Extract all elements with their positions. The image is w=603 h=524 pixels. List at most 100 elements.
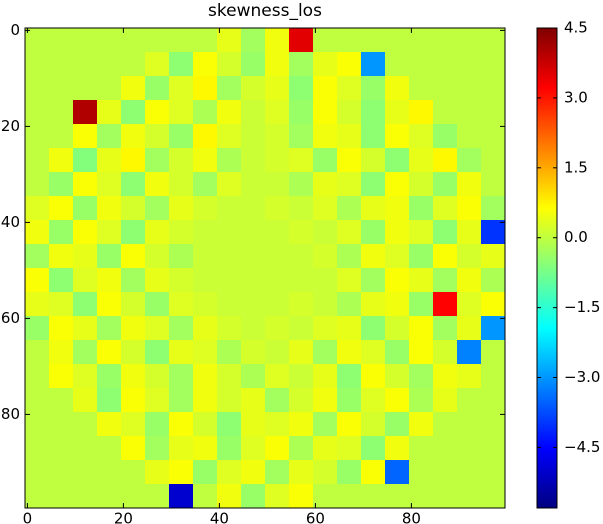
heatmap-cell	[265, 412, 290, 437]
heatmap-cell	[217, 316, 242, 341]
heatmap-cell	[73, 172, 98, 197]
colorbar	[536, 27, 558, 509]
colorbar-tick-label: 0.0	[564, 228, 588, 246]
heatmap-cell	[25, 220, 50, 245]
heatmap-cell	[433, 76, 458, 101]
heatmap-cell	[265, 76, 290, 101]
heatmap-cell	[241, 388, 266, 413]
heatmap-cell	[25, 124, 50, 149]
heatmap-cell	[145, 220, 170, 245]
heatmap-cell	[361, 340, 386, 365]
heatmap-cell	[169, 316, 194, 341]
heatmap-cell	[481, 244, 505, 269]
heatmap-cell	[169, 52, 194, 77]
heatmap-cell	[385, 52, 410, 77]
heatmap-cell	[217, 484, 242, 508]
heatmap-cell	[433, 124, 458, 149]
heatmap-cell	[433, 172, 458, 197]
heatmap-cell	[49, 172, 74, 197]
heatmap-cell	[145, 28, 170, 53]
heatmap-cell	[25, 484, 50, 508]
y-tick-label: 80	[1, 405, 20, 423]
heatmap-cell	[49, 316, 74, 341]
heatmap-cell	[481, 484, 505, 508]
heatmap-cell	[433, 28, 458, 53]
heatmap-cell	[25, 148, 50, 173]
heatmap-cell	[49, 52, 74, 77]
heatmap-cell	[265, 196, 290, 221]
heatmap-cell	[289, 364, 314, 389]
heatmap-cell	[289, 340, 314, 365]
heatmap-cell	[409, 100, 434, 125]
heatmap-cell	[25, 76, 50, 101]
heatmap-cell	[289, 484, 314, 508]
heatmap-cell	[289, 292, 314, 317]
heatmap-cell	[337, 52, 362, 77]
heatmap-cell	[385, 436, 410, 461]
heatmap-cell	[289, 220, 314, 245]
heatmap-cell	[121, 244, 146, 269]
heatmap-cell	[217, 28, 242, 53]
heatmap-cell	[73, 460, 98, 485]
heatmap-cell	[145, 172, 170, 197]
heatmap-cell	[457, 292, 482, 317]
heatmap-cell	[313, 244, 338, 269]
heatmap-cell	[145, 268, 170, 293]
heatmap-cell	[289, 100, 314, 125]
heatmap-cell	[265, 388, 290, 413]
y-tick-label: 60	[1, 309, 20, 327]
heatmap-cell	[97, 388, 122, 413]
heatmap-cell	[121, 364, 146, 389]
heatmap-cell	[169, 340, 194, 365]
heatmap-cell	[385, 460, 410, 485]
heatmap-cell	[241, 100, 266, 125]
heatmap-cell	[385, 124, 410, 149]
heatmap-cell	[217, 196, 242, 221]
heatmap-cell	[217, 292, 242, 317]
heatmap-cell	[361, 100, 386, 125]
heatmap-cell	[313, 76, 338, 101]
heatmap-cell	[145, 484, 170, 508]
heatmap-cell	[337, 28, 362, 53]
heatmap-cell	[313, 196, 338, 221]
heatmap-cell	[457, 76, 482, 101]
heatmap-cell	[361, 412, 386, 437]
heatmap-cell	[193, 292, 218, 317]
heatmap-cell	[433, 268, 458, 293]
heatmap-cell	[97, 316, 122, 341]
heatmap-cell	[337, 460, 362, 485]
heatmap-cell	[433, 484, 458, 508]
heatmap-cell	[457, 52, 482, 77]
heatmap-cell	[337, 148, 362, 173]
heatmap-cell	[97, 220, 122, 245]
heatmap-cell	[193, 388, 218, 413]
heatmap-cell	[193, 196, 218, 221]
heatmap-cell	[361, 460, 386, 485]
heatmap-cell	[169, 100, 194, 125]
heatmap-cell	[193, 52, 218, 77]
heatmap-cell	[25, 436, 50, 461]
heatmap-cell	[433, 148, 458, 173]
heatmap-cell	[241, 316, 266, 341]
heatmap-cell	[457, 244, 482, 269]
heatmap-cell	[241, 196, 266, 221]
heatmap-cell	[361, 292, 386, 317]
heatmap-cell	[433, 100, 458, 125]
heatmap-cell	[73, 412, 98, 437]
heatmap-cell	[121, 124, 146, 149]
heatmap-cell	[337, 100, 362, 125]
heatmap-cell	[193, 220, 218, 245]
heatmap-cell	[265, 172, 290, 197]
x-tick-label: 20	[114, 510, 133, 524]
heatmap-cell	[73, 292, 98, 317]
heatmap-cell	[73, 316, 98, 341]
heatmap-cell	[121, 484, 146, 508]
heatmap-cell	[313, 28, 338, 53]
heatmap-cell	[241, 52, 266, 77]
heatmap-cell	[481, 52, 505, 77]
heatmap-cell	[25, 28, 50, 53]
heatmap-cell	[385, 220, 410, 245]
heatmap-cell	[217, 52, 242, 77]
heatmap-cell	[49, 412, 74, 437]
heatmap-cell	[145, 364, 170, 389]
